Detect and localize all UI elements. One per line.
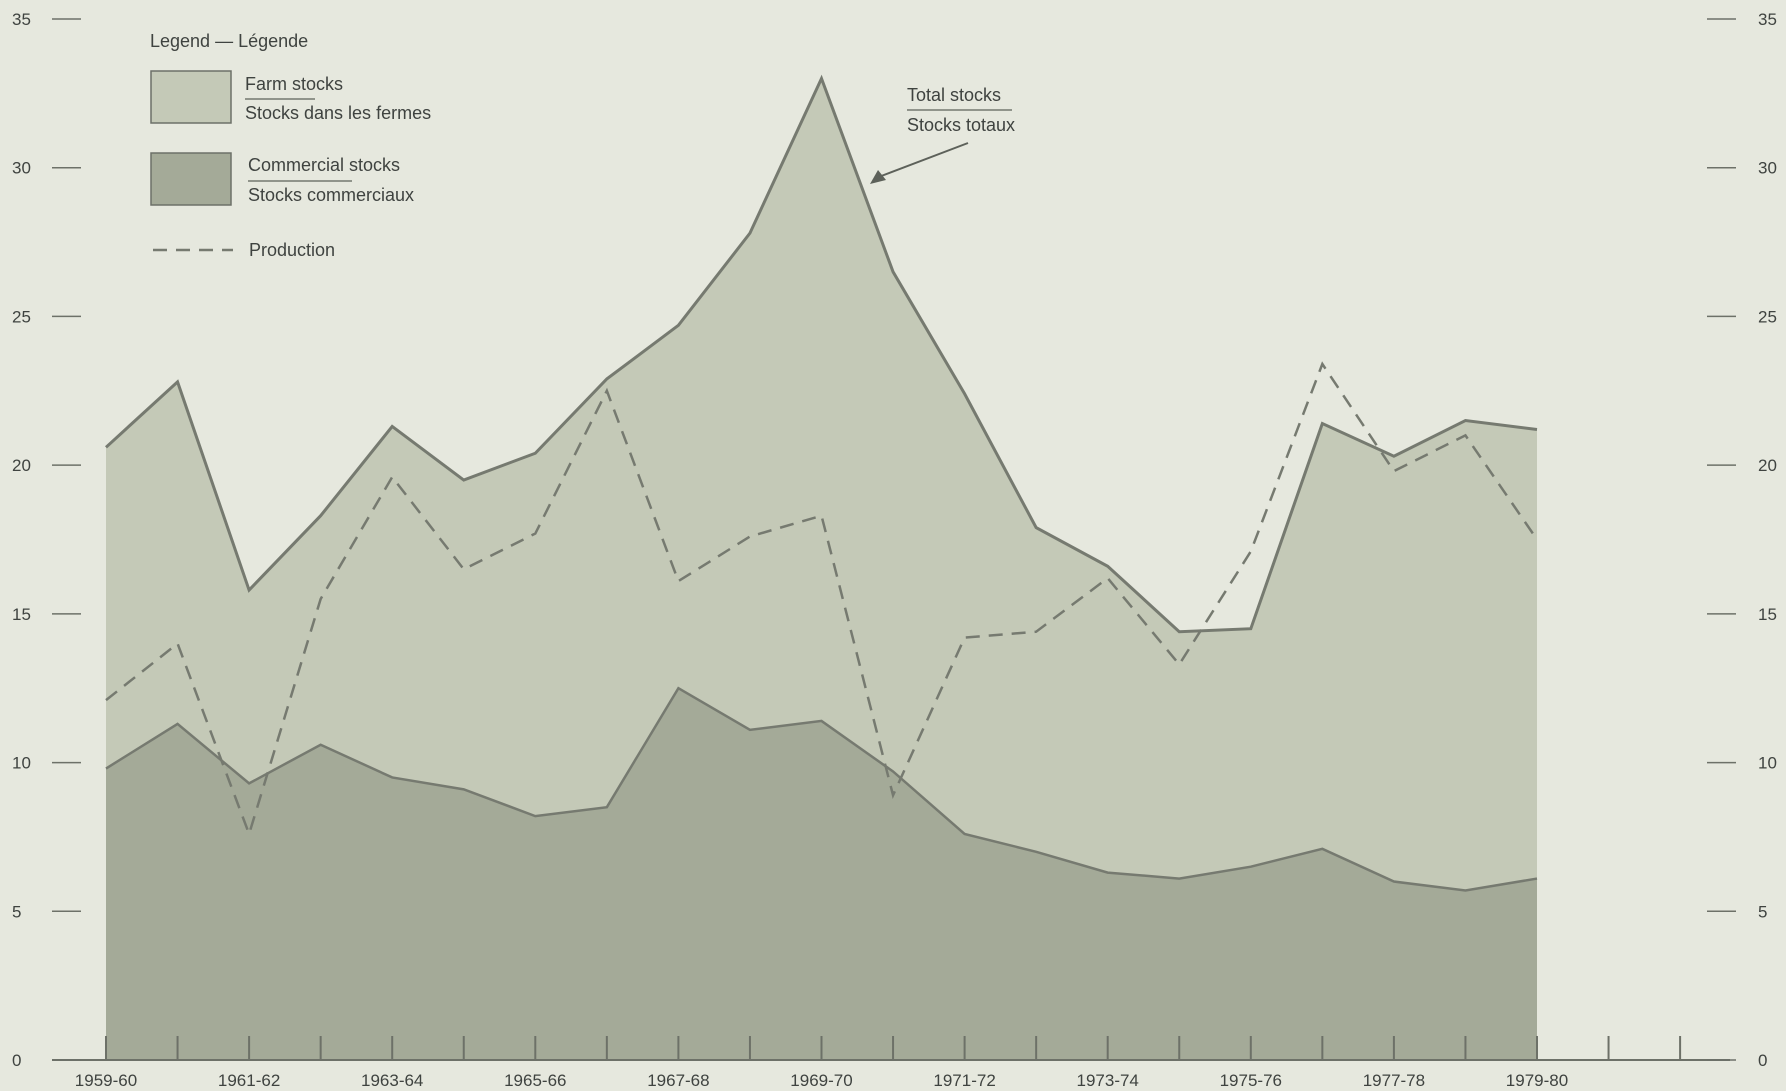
y-tick-label-right: 35 (1758, 10, 1777, 29)
y-tick-label-left: 20 (12, 456, 31, 475)
y-tick-label-left: 10 (12, 754, 31, 773)
y-tick-label-left: 25 (12, 307, 31, 326)
x-tick-label: 1959-60 (75, 1071, 137, 1090)
y-tick-label-left: 0 (12, 1051, 21, 1070)
x-tick-label: 1965-66 (504, 1071, 566, 1090)
commercial-stocks-area (106, 688, 1537, 1060)
legend-swatch-farm (150, 70, 232, 124)
annotation-en: Total stocks (907, 85, 1001, 105)
legend-commercial-en: Commercial stocks (248, 155, 400, 175)
x-tick-label: 1977-78 (1363, 1071, 1425, 1090)
x-tick-label: 1961-62 (218, 1071, 280, 1090)
x-tick-label: 1973-74 (1077, 1071, 1139, 1090)
legend-heading: Legend — Légende (150, 31, 308, 51)
legend: Legend — Légende Farm stocks Stocks dans… (150, 31, 431, 260)
x-tick-label: 1969-70 (790, 1071, 852, 1090)
x-tick-label: 1963-64 (361, 1071, 423, 1090)
y-tick-label-right: 15 (1758, 605, 1777, 624)
x-tick-label: 1967-68 (647, 1071, 709, 1090)
y-tick-label-right: 20 (1758, 456, 1777, 475)
y-tick-label-right: 0 (1758, 1051, 1767, 1070)
y-tick-label-left: 30 (12, 159, 31, 178)
y-tick-label-left: 5 (12, 902, 21, 921)
y-tick-label-right: 30 (1758, 159, 1777, 178)
x-tick-label: 1971-72 (933, 1071, 995, 1090)
legend-farm-fr: Stocks dans les fermes (245, 103, 431, 123)
production-line (105, 361, 1539, 838)
x-tick-label: 1975-76 (1220, 1071, 1282, 1090)
legend-farm-en: Farm stocks (245, 74, 343, 94)
annotation-arrow-head (870, 170, 886, 184)
annotation-fr: Stocks totaux (907, 115, 1015, 135)
legend-commercial-fr: Stocks commerciaux (248, 185, 414, 205)
total-stocks-annotation: Total stocks Stocks totaux (870, 85, 1015, 184)
y-tick-label-left: 15 (12, 605, 31, 624)
y-tick-label-left: 35 (12, 10, 31, 29)
annotation-arrow-shaft (875, 142, 969, 179)
legend-swatch-commercial (150, 152, 232, 206)
total-stocks-line (104, 74, 1538, 634)
x-tick-label: 1979-80 (1506, 1071, 1568, 1090)
commercial-stocks-line (105, 686, 1538, 892)
y-tick-label-right: 25 (1758, 307, 1777, 326)
y-tick-label-right: 10 (1758, 754, 1777, 773)
legend-production-label: Production (249, 240, 335, 260)
y-tick-label-right: 5 (1758, 902, 1767, 921)
